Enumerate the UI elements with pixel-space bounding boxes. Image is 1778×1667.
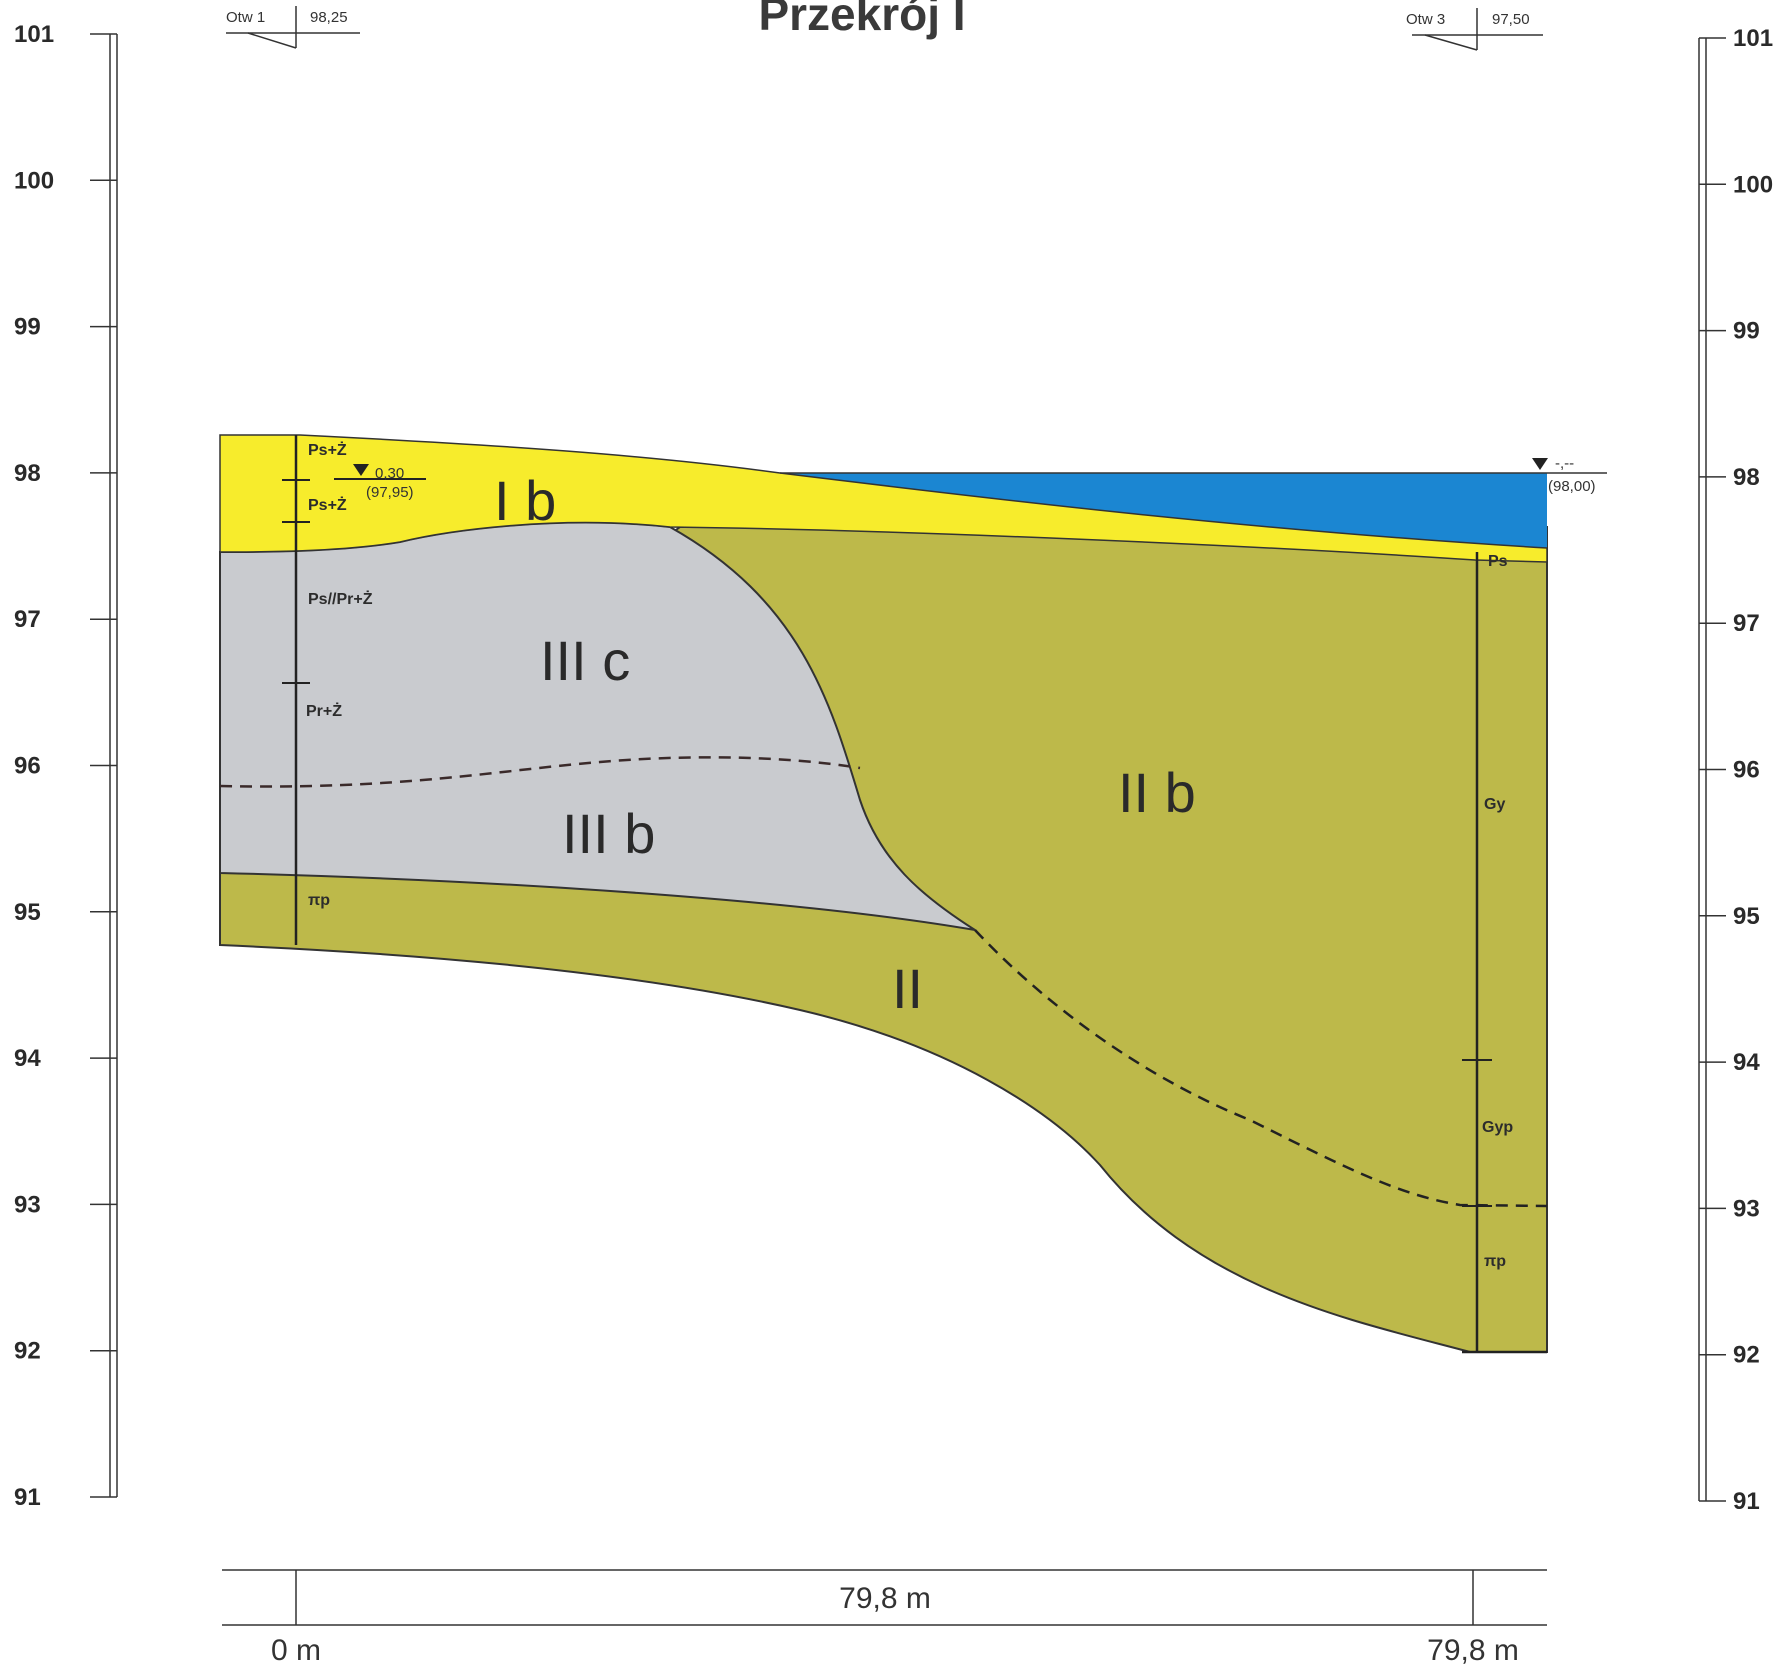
borehole-otw-1: Ps+Ż Ps+Ż Ps//Pr+Ż Pr+Ż πp 0,30 (97,95) <box>282 435 426 945</box>
dashed-boundary-iib-ii <box>974 929 1548 1208</box>
elevation-label-right: 97 <box>1733 610 1760 637</box>
water-level-triangle-icon <box>1532 458 1548 470</box>
elevation-label-right: 92 <box>1733 1342 1760 1369</box>
elevation-label-right: 100 <box>1733 171 1773 198</box>
layer-yellow-ib <box>219 434 1548 563</box>
elevation-scale-right: 101 100 99 98 97 96 95 94 93 92 91 <box>1698 25 1773 1515</box>
elevation-label-right: 99 <box>1733 318 1760 345</box>
distance-start: 0 m <box>271 1634 321 1667</box>
borehole-otw-3: Ps Gy Gyp πp -,-- (98,00) <box>1462 455 1596 1354</box>
layer-label-ib: I b <box>494 469 556 532</box>
borehole-3-elevation: 97,50 <box>1492 11 1530 28</box>
borehole-3-header: Otw 3 97,50 <box>1406 8 1543 51</box>
elevation-label-right: 96 <box>1733 757 1760 784</box>
borehole-1-water-elevation: (97,95) <box>366 484 414 501</box>
elevation-label-left: 94 <box>14 1045 41 1072</box>
distance-total: 79,8 m <box>839 1582 931 1615</box>
water-level-triangle-icon <box>353 464 369 476</box>
elevation-label-left: 92 <box>14 1338 41 1365</box>
elevation-label-left: 100 <box>14 167 54 194</box>
elevation-label-right: 101 <box>1733 25 1773 52</box>
elevation-label-right: 93 <box>1733 1195 1760 1222</box>
distance-scale: 79,8 m 0 m 79,8 m <box>222 1569 1547 1667</box>
elevation-label-left: 97 <box>14 606 41 633</box>
elevation-label-left: 91 <box>14 1484 41 1511</box>
elevation-label-right: 95 <box>1733 903 1760 930</box>
water-area <box>780 473 1547 548</box>
header-line <box>1424 34 1478 51</box>
header-line <box>247 32 297 49</box>
borehole-1-soil: Pr+Ż <box>306 702 342 720</box>
borehole-1-water-depth: 0,30 <box>375 465 404 482</box>
borehole-3-soil: Gyp <box>1482 1119 1513 1136</box>
borehole-1-soil: Ps//Pr+Ż <box>308 590 373 608</box>
borehole-3-name: Otw 3 <box>1406 11 1445 28</box>
borehole-3-soil: Ps <box>1488 553 1508 570</box>
borehole-3-water-elevation: (98,00) <box>1548 478 1596 495</box>
elevation-label-left: 96 <box>14 753 41 780</box>
elevation-scale-left: 101 100 99 98 97 96 95 94 93 92 91 <box>14 21 118 1511</box>
elevation-label-right: 91 <box>1733 1488 1760 1515</box>
layer-label-ii: II <box>892 957 923 1020</box>
layer-label-iiic: III c <box>540 629 630 692</box>
elevation-label-right: 98 <box>1733 464 1760 491</box>
borehole-3-soil: πp <box>1484 1253 1506 1270</box>
borehole-1-soil: Ps+Ż <box>308 496 347 514</box>
elevation-label-right: 94 <box>1733 1049 1760 1076</box>
elevation-label-left: 101 <box>14 21 54 48</box>
borehole-3-soil: Gy <box>1484 796 1505 813</box>
borehole-1-elevation: 98,25 <box>310 9 348 26</box>
borehole-1-header: Otw 1 98,25 <box>226 6 360 49</box>
borehole-1-name: Otw 1 <box>226 9 265 26</box>
layer-label-iiib: III b <box>562 802 655 865</box>
elevation-label-left: 99 <box>14 314 41 341</box>
borehole-1-soil: Ps+Ż <box>308 441 347 459</box>
elevation-label-left: 98 <box>14 460 41 487</box>
borehole-3-water-depth: -,-- <box>1555 455 1574 472</box>
elevation-label-left: 95 <box>14 899 41 926</box>
page-title: Przekrój I <box>758 0 965 40</box>
layer-label-iib: II b <box>1118 761 1196 824</box>
layers-group <box>219 434 1607 1353</box>
distance-end: 79,8 m <box>1427 1634 1519 1667</box>
borehole-1-soil: πp <box>308 892 330 909</box>
elevation-label-left: 93 <box>14 1191 41 1218</box>
